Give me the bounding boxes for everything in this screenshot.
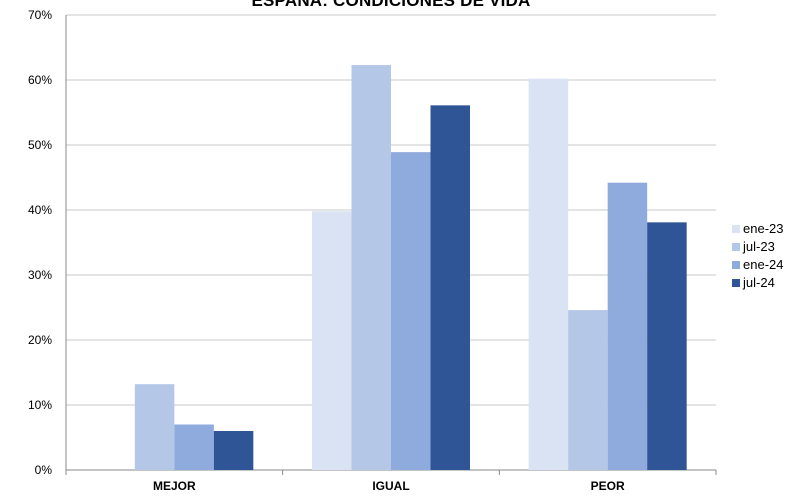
y-tick-label: 30% [28,268,52,282]
chart-title: ESPAÑA: CONDICIONES DE VIDA [251,0,531,10]
bar [174,424,214,470]
legend-swatch [732,261,740,269]
legend-item: ene-23 [732,220,783,238]
x-tick-label: MEJOR [153,479,196,493]
legend-label: ene-24 [743,257,784,272]
legend-item: jul-24 [732,274,783,292]
legend-label: jul-24 [743,275,775,290]
bar [351,65,391,471]
legend-item: ene-24 [732,256,783,274]
bar [607,182,648,470]
y-tick-label: 50% [28,138,52,152]
bar [568,310,608,470]
y-tick-label: 20% [28,333,52,347]
bar [430,105,470,470]
x-tick-label: PEOR [591,479,625,493]
legend-label: jul-23 [743,239,775,254]
bar [134,384,175,470]
legend-swatch [732,279,740,287]
legend-swatch [732,243,740,251]
x-tick-label: IGUAL [372,479,409,493]
y-tick-label: 10% [28,398,52,412]
legend-item: jul-23 [732,238,783,256]
legend-label: ene-23 [743,221,784,236]
y-tick-label: 40% [28,203,52,217]
y-tick-label: 70% [28,8,52,22]
bar [213,431,254,470]
bar [391,152,431,470]
bar [647,222,687,470]
bar [312,211,352,471]
bar [528,78,569,470]
legend-swatch [732,225,740,233]
y-tick-label: 0% [35,463,53,477]
y-tick-label: 60% [28,73,52,87]
legend: ene-23 jul-23 ene-24 jul-24 [732,220,783,292]
